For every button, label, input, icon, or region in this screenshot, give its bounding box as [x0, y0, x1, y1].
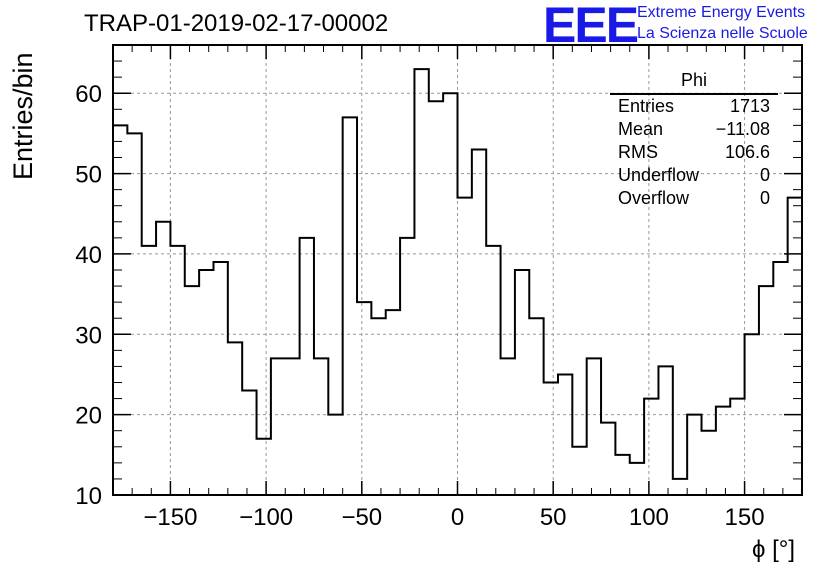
stats-row-underflow: Underflow 0 [610, 164, 778, 187]
x-tick-label: 50 [540, 504, 567, 531]
eee-logo: EEE [543, 0, 639, 53]
y-tick-label: 50 [75, 162, 102, 189]
y-tick-label: 40 [75, 242, 102, 269]
stats-row-rms: RMS 106.6 [610, 141, 778, 164]
stats-row-mean: Mean −11.08 [610, 118, 778, 141]
y-tick-label: 10 [75, 483, 102, 510]
x-tick-label: −100 [239, 504, 293, 531]
stats-value: 106.6 [724, 142, 770, 162]
stats-key: RMS [618, 142, 658, 162]
x-tick-label: −150 [143, 504, 197, 531]
chart-title: TRAP-01-2019-02-17-00002 [84, 10, 389, 37]
stats-title: Phi [610, 70, 778, 95]
y-tick-label: 20 [75, 403, 102, 430]
stats-value: 0 [759, 188, 770, 208]
logo-line-1: Extreme Energy Events [637, 4, 806, 21]
y-tick-label: 30 [75, 322, 102, 349]
x-tick-label: 150 [725, 504, 765, 531]
stats-row-overflow: Overflow 0 [610, 187, 778, 210]
x-tick-label: 100 [629, 504, 669, 531]
logo-line-2: La Scienza nelle Scuole [637, 25, 808, 42]
stats-key: Mean [618, 119, 664, 139]
stats-box: Phi Entries 1713 Mean −11.08 RMS 106.6 Underfl… [610, 70, 778, 210]
y-tick-label: 60 [75, 81, 102, 108]
stats-key: Entries [618, 96, 675, 116]
stats-value: −11.08 [715, 119, 770, 139]
stats-value: 1713 [729, 96, 770, 116]
x-axis-label: ϕ [°] [752, 536, 796, 563]
stats-rows: Entries 1713 Mean −11.08 RMS 106.6 Underflow 0 O… [610, 95, 778, 210]
stats-key: Underflow [618, 165, 700, 185]
histogram-series [113, 68, 803, 480]
x-tick-label: −50 [341, 504, 382, 531]
tick-labels: −150 −100 −50 0 50 100 150 10 20 30 40 50 60 [75, 81, 764, 531]
stats-key: Overflow [618, 188, 690, 208]
x-tick-label: 0 [451, 504, 464, 531]
y-axis-label: Entries/bin [8, 52, 38, 180]
stats-row-entries: Entries 1713 [610, 95, 778, 118]
plot-frame [112, 44, 803, 496]
stats-value: 0 [759, 165, 770, 185]
